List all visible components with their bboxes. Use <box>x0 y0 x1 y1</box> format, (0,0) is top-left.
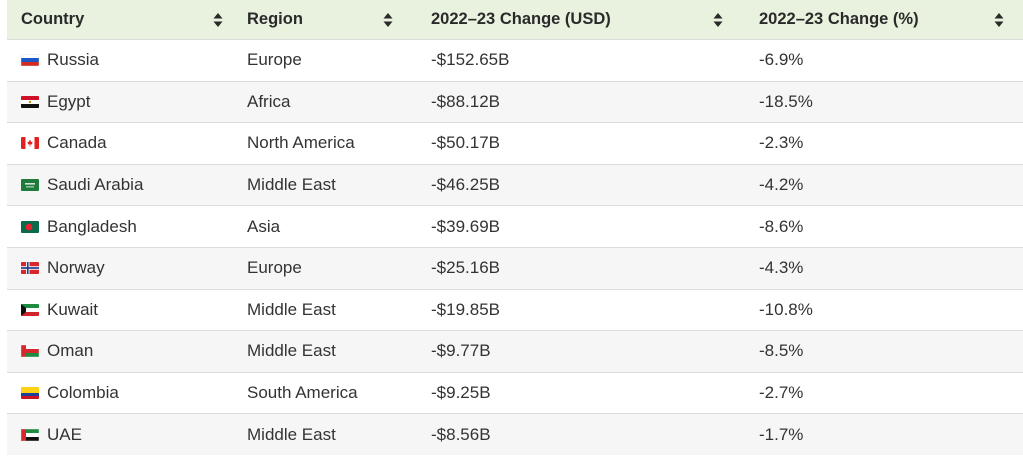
sort-updown-icon[interactable] <box>713 12 723 28</box>
country-name: Norway <box>47 258 105 278</box>
column-header-label: Country <box>21 10 85 28</box>
cell-country: Canada <box>7 122 233 165</box>
table-row: Russia Europe -$152.65B -6.9% <box>7 39 1023 82</box>
country-name: Egypt <box>47 91 91 111</box>
cell-change-pct: -2.7% <box>745 371 1023 414</box>
cell-change-usd: -$39.69B <box>417 205 745 248</box>
cell-region: Middle East <box>233 288 417 331</box>
column-header-change-usd[interactable]: 2022–23 Change (USD) <box>417 0 745 40</box>
table-row: Norway Europe -$25.16B -4.3% <box>7 246 1023 290</box>
cell-region: Europe <box>233 39 417 82</box>
table-header-row: Country Region 2022–23 Change (USD) 2022… <box>7 0 1023 40</box>
column-header-label: 2022–23 Change (USD) <box>431 10 611 28</box>
cell-change-usd: -$152.65B <box>417 39 745 82</box>
country-name: Russia <box>47 50 99 70</box>
cell-region: Middle East <box>233 330 417 373</box>
country-name: UAE <box>47 424 82 444</box>
cell-region: Asia <box>233 205 417 248</box>
cell-country: Oman <box>7 330 233 373</box>
cell-country: Norway <box>7 246 233 290</box>
cell-change-pct: -10.8% <box>745 288 1023 331</box>
cell-change-pct: -8.6% <box>745 205 1023 248</box>
egypt-flag-icon <box>21 95 39 108</box>
sort-updown-icon[interactable] <box>383 12 393 28</box>
country-name: Saudi Arabia <box>47 175 144 195</box>
cell-country: Colombia <box>7 371 233 414</box>
column-header-label: 2022–23 Change (%) <box>759 10 919 28</box>
sort-updown-icon[interactable] <box>994 12 1004 28</box>
country-name: Colombia <box>47 383 119 403</box>
cell-change-pct: -4.3% <box>745 246 1023 290</box>
country-name: Kuwait <box>47 299 99 319</box>
table-row: Bangladesh Asia -$39.69B -8.6% <box>7 205 1023 248</box>
cell-region: Middle East <box>233 413 417 455</box>
data-table-container: Country Region 2022–23 Change (USD) 2022… <box>7 0 1023 455</box>
cell-change-usd: -$25.16B <box>417 246 745 290</box>
cell-change-usd: -$9.25B <box>417 371 745 414</box>
country-name: Oman <box>47 341 94 361</box>
cell-region: Middle East <box>233 163 417 206</box>
country-name: Canada <box>47 133 107 153</box>
sort-updown-icon[interactable] <box>213 12 223 28</box>
cell-change-usd: -$88.12B <box>417 80 745 123</box>
cell-country: Bangladesh <box>7 205 233 248</box>
table-row: Oman Middle East -$9.77B -8.5% <box>7 330 1023 373</box>
table-row: Kuwait Middle East -$19.85B -10.8% <box>7 288 1023 331</box>
cell-country: Saudi Arabia <box>7 163 233 206</box>
kuwait-flag-icon <box>21 303 39 316</box>
column-header-change-pct[interactable]: 2022–23 Change (%) <box>745 0 1023 40</box>
column-header-label: Region <box>247 10 303 28</box>
norway-flag-icon <box>21 262 39 275</box>
cell-change-usd: -$19.85B <box>417 288 745 331</box>
russia-flag-icon <box>21 54 39 67</box>
cell-region: Africa <box>233 80 417 123</box>
table-row: Canada North America -$50.17B -2.3% <box>7 122 1023 165</box>
cell-change-usd: -$46.25B <box>417 163 745 206</box>
table-row: Saudi Arabia Middle East -$46.25B -4.2% <box>7 163 1023 206</box>
cell-region: South America <box>233 371 417 414</box>
cell-change-pct: -18.5% <box>745 80 1023 123</box>
cell-change-pct: -6.9% <box>745 39 1023 82</box>
oman-flag-icon <box>21 345 39 358</box>
cell-region: North America <box>233 122 417 165</box>
table-row: Colombia South America -$9.25B -2.7% <box>7 371 1023 414</box>
cell-country: Egypt <box>7 80 233 123</box>
column-header-country[interactable]: Country <box>7 0 233 40</box>
cell-change-usd: -$9.77B <box>417 330 745 373</box>
cell-change-pct: -2.3% <box>745 122 1023 165</box>
cell-country: Kuwait <box>7 288 233 331</box>
cell-country: Russia <box>7 39 233 82</box>
bangladesh-flag-icon <box>21 220 39 233</box>
cell-change-pct: -8.5% <box>745 330 1023 373</box>
uae-flag-icon <box>21 428 39 441</box>
country-change-table: Country Region 2022–23 Change (USD) 2022… <box>7 0 1023 455</box>
table-row: UAE Middle East -$8.56B -1.7% <box>7 413 1023 455</box>
colombia-flag-icon <box>21 387 39 400</box>
table-row: Egypt Africa -$88.12B -18.5% <box>7 80 1023 123</box>
cell-change-pct: -1.7% <box>745 413 1023 455</box>
table-body: Russia Europe -$152.65B -6.9% Egypt Africa -$8… <box>7 39 1023 455</box>
saudi-arabia-flag-icon <box>21 179 39 192</box>
column-header-region[interactable]: Region <box>233 0 417 40</box>
cell-country: UAE <box>7 413 233 455</box>
cell-change-usd: -$8.56B <box>417 413 745 455</box>
cell-change-pct: -4.2% <box>745 163 1023 206</box>
cell-change-usd: -$50.17B <box>417 122 745 165</box>
country-name: Bangladesh <box>47 216 137 236</box>
canada-flag-icon <box>21 137 39 150</box>
cell-region: Europe <box>233 246 417 290</box>
